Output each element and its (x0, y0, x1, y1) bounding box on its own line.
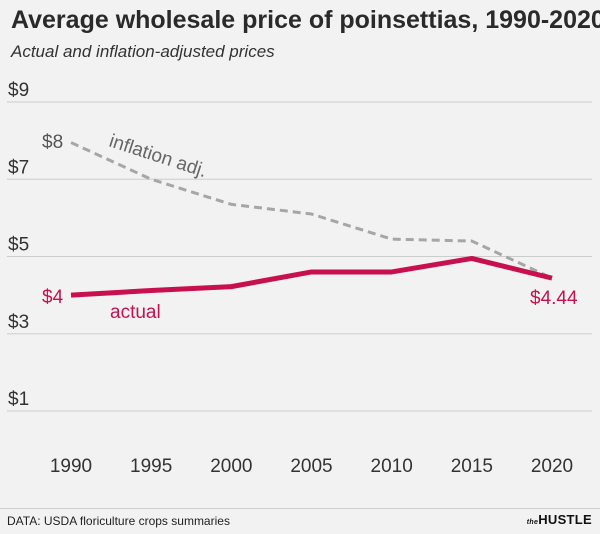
x-tick-label-2005: 2005 (290, 456, 332, 477)
y-axis-tick-labels: $1 $3 $5 $7 $9 (8, 80, 29, 410)
y-tick-label-3: $3 (8, 312, 29, 333)
chart-subtitle: Actual and inflation-adjusted prices (11, 42, 275, 61)
y-tick-label-1: $1 (8, 389, 29, 410)
actual-end-value-label: $4.44 (530, 288, 578, 309)
x-tick-label-2000: 2000 (210, 456, 252, 477)
x-axis-tick-labels: 1990 1995 2000 2005 2010 2015 2020 (50, 456, 573, 477)
x-tick-label-1990: 1990 (50, 456, 92, 477)
x-tick-label-2020: 2020 (531, 456, 573, 477)
actual-series-name-label: actual (110, 302, 161, 323)
x-tick-label-1995: 1995 (130, 456, 172, 477)
x-tick-label-2010: 2010 (371, 456, 413, 477)
series-lines (70, 141, 553, 298)
data-source-note: DATA: USDA floriculture crops summaries (7, 514, 230, 528)
y-tick-label-5: $5 (8, 235, 29, 256)
inflation-start-value-label: $8 (42, 132, 63, 153)
footer-divider (0, 508, 600, 509)
chart-title: Average wholesale price of poinsettias, … (11, 6, 600, 34)
hustle-logo: theHUSTLE (526, 512, 592, 527)
actual-start-value-label: $4 (42, 287, 64, 308)
gridlines (7, 101, 592, 412)
inflation-series-name-label: inflation adj. (106, 131, 209, 182)
x-tick-label-2015: 2015 (451, 456, 493, 477)
inflation-adjusted-line (70, 141, 553, 280)
y-tick-label-9: $9 (8, 80, 29, 101)
actual-price-line (70, 255, 553, 298)
y-tick-label-7: $7 (8, 157, 29, 178)
